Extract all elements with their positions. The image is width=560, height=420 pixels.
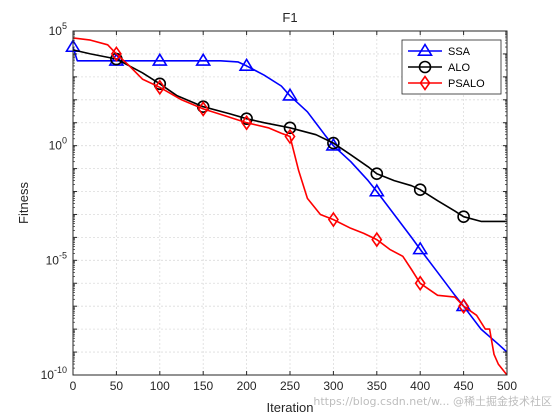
data-point-circle bbox=[240, 112, 253, 125]
x-tick-label: 500 bbox=[497, 379, 517, 393]
x-axis-ticks: 0 50 100 150 200 250 300 350 400 450 500 bbox=[70, 31, 517, 393]
legend-label: PSALO bbox=[448, 78, 485, 90]
x-tick-label: 150 bbox=[193, 379, 213, 393]
series-group bbox=[65, 37, 508, 376]
data-point-triangle bbox=[151, 52, 168, 66]
x-tick-label: 50 bbox=[110, 379, 124, 393]
data-point-diamond bbox=[371, 231, 383, 248]
data-point-circle bbox=[457, 210, 470, 223]
legend-item-alo: ALO bbox=[408, 60, 470, 74]
series-line bbox=[72, 37, 508, 376]
data-point-circle bbox=[370, 167, 384, 180]
y-axis-label: Fitness bbox=[16, 182, 31, 224]
data-point-diamond bbox=[241, 114, 253, 131]
data-point-circle bbox=[283, 121, 297, 135]
data-point-triangle bbox=[238, 57, 255, 71]
x-tick-label: 200 bbox=[237, 379, 257, 393]
data-point-diamond bbox=[419, 75, 431, 91]
x-tick-label: 400 bbox=[410, 379, 430, 393]
data-point-circle bbox=[418, 60, 432, 74]
data-point-diamond bbox=[110, 46, 122, 62]
legend: SSA ALO PSALO bbox=[401, 39, 502, 95]
x-tick-label: 300 bbox=[323, 379, 343, 393]
data-point-circle bbox=[327, 136, 340, 150]
y-tick-label: 10-10 bbox=[41, 365, 67, 382]
data-point-circle bbox=[153, 77, 167, 91]
x-axis-label: Iteration bbox=[267, 400, 314, 415]
data-point-circle bbox=[413, 183, 427, 197]
data-point-diamond bbox=[414, 275, 426, 292]
data-point-triangle bbox=[282, 87, 298, 101]
x-tick-label: 350 bbox=[367, 379, 387, 393]
data-point-diamond bbox=[154, 79, 166, 96]
data-point-triangle bbox=[412, 241, 429, 255]
legend-item-psalo: PSALO bbox=[408, 75, 485, 91]
y-tick-label: 10-5 bbox=[46, 250, 67, 267]
x-tick-label: 100 bbox=[150, 379, 170, 393]
series-line bbox=[72, 49, 507, 223]
y-tick-label: 105 bbox=[49, 21, 67, 38]
legend-item-ssa: SSA bbox=[408, 42, 471, 58]
data-point-diamond bbox=[458, 298, 470, 315]
data-point-triangle bbox=[417, 42, 433, 57]
y-tick-label: 100 bbox=[49, 136, 67, 153]
x-tick-label: 450 bbox=[454, 379, 474, 393]
watermark: https://blog.csdn.net/w... @稀土掘金技术社区 bbox=[313, 394, 552, 408]
data-point-diamond bbox=[197, 101, 209, 117]
series-psalo bbox=[72, 37, 508, 376]
data-point-triangle bbox=[195, 52, 212, 66]
chart-title: F1 bbox=[282, 10, 297, 25]
y-axis-ticks: 10-10 10-5 100 105 bbox=[41, 21, 507, 382]
legend-label: ALO bbox=[448, 62, 470, 74]
legend-label: SSA bbox=[448, 46, 471, 58]
x-tick-label: 250 bbox=[280, 379, 300, 393]
x-tick-label: 0 bbox=[70, 379, 77, 393]
data-point-triangle bbox=[368, 183, 385, 197]
data-point-diamond bbox=[327, 211, 339, 228]
data-point-diamond bbox=[284, 128, 296, 145]
